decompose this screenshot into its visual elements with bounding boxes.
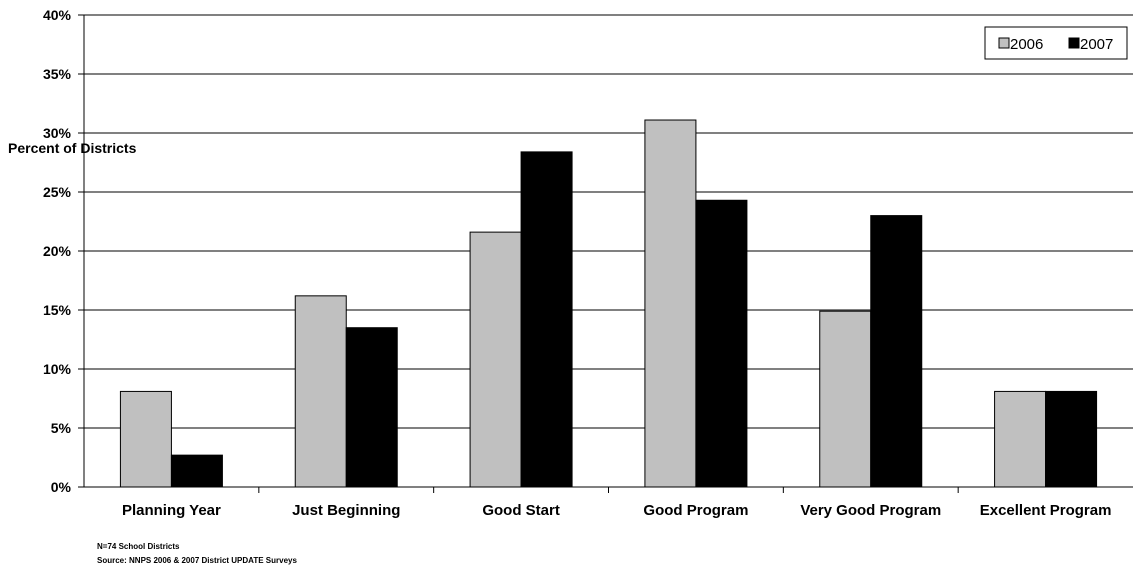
legend: 2006 2007	[984, 26, 1128, 60]
category-label: Good Start	[482, 502, 560, 519]
bar-2006	[294, 295, 347, 488]
category-label: Planning Year	[122, 502, 221, 519]
y-tick-label: 35%	[43, 66, 72, 82]
y-tick-label: 15%	[43, 302, 72, 318]
sample-size-note: N=74 School Districts	[97, 542, 180, 551]
legend-label-2007: 2007	[1080, 36, 1113, 53]
bar-2006	[469, 231, 522, 488]
bars	[119, 119, 1098, 488]
legend-label-2006: 2006	[1010, 36, 1043, 53]
category-label: Just Beginning	[292, 502, 400, 519]
bar-2007	[695, 199, 748, 488]
bar-2006	[119, 390, 172, 488]
category-label: Excellent Program	[980, 502, 1112, 519]
category-label: Good Program	[643, 502, 748, 519]
bar-2007	[520, 151, 573, 488]
category-labels: Planning Year Just Beginning Good Start Goo…	[122, 502, 1111, 519]
axes	[83, 15, 1133, 493]
y-tick-label: 30%	[43, 125, 72, 141]
bar-2006	[819, 310, 872, 488]
bar-2007	[345, 327, 398, 488]
legend-swatch-2007	[1068, 37, 1080, 49]
y-tick-label: 20%	[43, 243, 72, 259]
bar-2007	[1045, 390, 1098, 488]
source-note: Source: NNPS 2006 & 2007 District UPDATE…	[97, 556, 297, 565]
bar-2007	[170, 454, 223, 488]
y-tick-label: 25%	[43, 184, 72, 200]
legend-swatch-2006	[998, 37, 1010, 49]
y-tick-labels: 0% 5% 10% 15% 20% 25% 30% 35% 40%	[43, 7, 72, 495]
y-tick-label: 40%	[43, 7, 72, 23]
bar-2006	[644, 119, 697, 488]
category-label: Very Good Program	[800, 502, 941, 519]
y-tick-label: 5%	[51, 420, 72, 436]
y-tick-label: 0%	[51, 479, 72, 495]
bar-2006	[994, 390, 1047, 488]
y-tick-label: 10%	[43, 361, 72, 377]
bar-2007	[870, 215, 923, 488]
gridlines	[78, 14, 1133, 488]
y-axis-label: Percent of Districts	[8, 140, 137, 156]
